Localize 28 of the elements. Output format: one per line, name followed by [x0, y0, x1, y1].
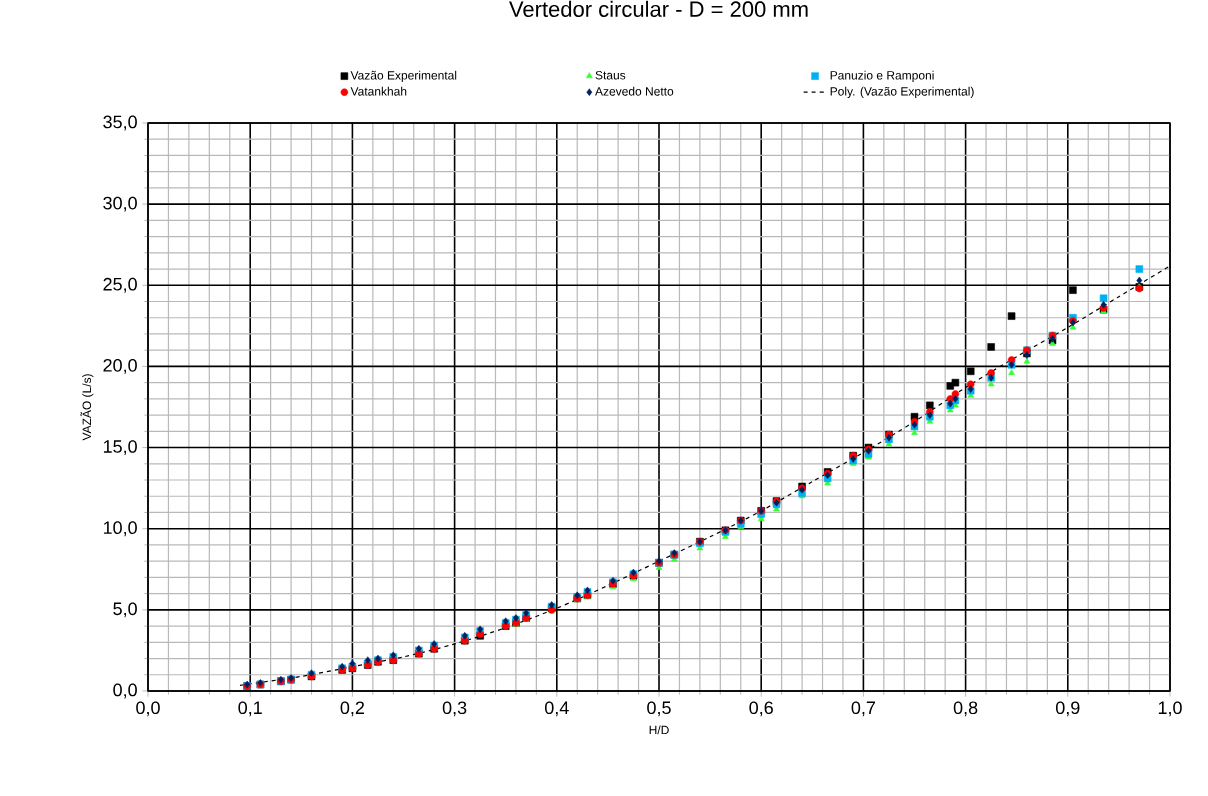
x-tick-label: 0,8	[953, 701, 978, 717]
y-tick-label: 25,0	[103, 277, 137, 293]
x-tick-label: 0,7	[851, 701, 876, 717]
x-tick-label: 0,9	[1056, 701, 1080, 717]
legend-label: Staus	[595, 70, 626, 80]
legend-label: Poly. (Vazão Experimental)	[830, 86, 974, 98]
y-tick-label: 15,0	[103, 440, 137, 455]
x-tick-label: 0,4	[545, 701, 569, 717]
y-tick-label: 20,0	[103, 358, 137, 374]
y-tick-label: 30,0	[103, 196, 137, 212]
legend-label: Vazão Experimental	[350, 70, 457, 82]
x-tick-label: 0,3	[442, 701, 467, 717]
y-tick-label: 5,0	[113, 602, 137, 618]
x-tick-label: 1,0	[1158, 701, 1182, 717]
y-tick-label: 10,0	[103, 521, 137, 537]
x-tick-label: 0,6	[749, 701, 773, 717]
legend-label: Azevedo Netto	[595, 86, 674, 96]
chart-title: Vertedor circular - D = 200 mm	[509, 0, 808, 17]
x-tick-label: 0,0	[136, 701, 160, 717]
x-tick-label: 0,2	[340, 701, 365, 717]
y-axis-title: VAZÃO (L/s)	[80, 374, 94, 441]
legend-label: Panuzio e Ramponi	[830, 70, 934, 82]
y-tick-label: 0,0	[113, 683, 137, 699]
x-tick-label: 0,5	[647, 701, 671, 717]
x-tick-label: 0,1	[238, 701, 262, 717]
legend-label: Vatankhah	[350, 86, 407, 96]
y-tick-label: 35,0	[103, 115, 137, 131]
x-axis-title: H/D	[649, 725, 669, 735]
